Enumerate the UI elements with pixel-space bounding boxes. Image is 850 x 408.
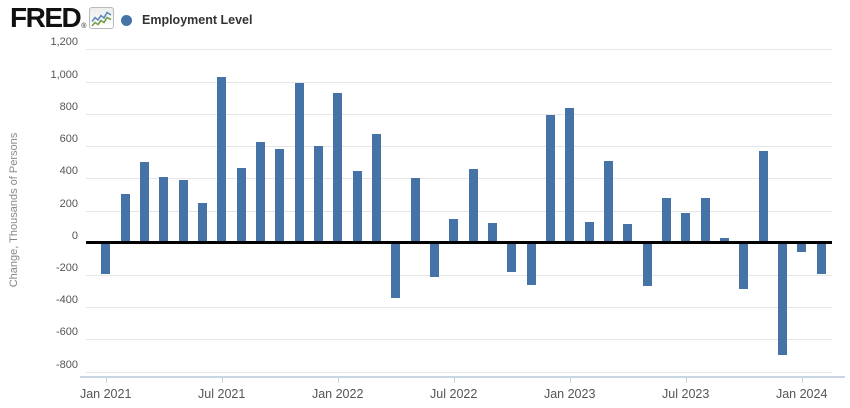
fred-logo[interactable]: FRED ® — [10, 2, 115, 33]
x-tick — [337, 378, 339, 383]
gridline — [86, 371, 832, 373]
gridline — [86, 113, 832, 115]
gridline — [86, 210, 832, 212]
gridline — [86, 49, 832, 51]
y-tick-label: 1,200 — [50, 36, 78, 49]
x-axis-line — [80, 376, 845, 378]
y-tick-label: 600 — [59, 133, 78, 145]
bar-jul-2021[interactable] — [217, 76, 227, 243]
bar-may-2021[interactable] — [178, 179, 188, 243]
zero-line — [86, 241, 832, 245]
bar-mar-2023[interactable] — [603, 161, 613, 243]
x-tick — [569, 378, 571, 383]
x-tick — [105, 378, 107, 383]
bar-oct-2023[interactable] — [739, 242, 749, 290]
bar-sep-2021[interactable] — [255, 142, 265, 243]
registered-trademark-icon: ® — [81, 23, 87, 30]
bar-feb-2021[interactable] — [120, 194, 130, 243]
x-tick — [801, 378, 803, 383]
gridline — [86, 339, 832, 341]
x-tick — [685, 378, 687, 383]
bar-jan-2023[interactable] — [565, 108, 575, 243]
x-tick-label: Jul 2021 — [198, 387, 246, 401]
bar-jun-2021[interactable] — [197, 203, 207, 243]
bar-jan-2024[interactable] — [797, 242, 807, 252]
x-tick-label: Jan 2024 — [775, 387, 828, 401]
x-tick — [221, 378, 223, 383]
plot-area — [86, 44, 832, 377]
legend-item-employment-level[interactable]: Employment Level — [121, 13, 252, 27]
y-tick-label: 400 — [59, 165, 78, 178]
x-tick-label: Jul 2023 — [662, 387, 710, 401]
y-tick-label: -400 — [55, 294, 78, 307]
bar-jun-2023[interactable] — [661, 197, 671, 243]
bar-nov-2021[interactable] — [294, 83, 304, 243]
bar-may-2022[interactable] — [410, 177, 420, 243]
bar-aug-2022[interactable] — [468, 169, 478, 243]
bar-dec-2023[interactable] — [777, 242, 787, 356]
bar-dec-2021[interactable] — [313, 146, 323, 243]
gridline — [86, 146, 832, 147]
bar-jul-2022[interactable] — [449, 218, 459, 243]
bar-sep-2023[interactable] — [719, 237, 729, 243]
bar-mar-2021[interactable] — [139, 162, 149, 243]
gridline — [86, 81, 832, 83]
bar-feb-2022[interactable] — [352, 171, 362, 243]
y-tick-label: -600 — [55, 326, 78, 339]
bar-apr-2021[interactable] — [159, 176, 169, 243]
fred-sparkline-icon — [89, 7, 115, 29]
bar-apr-2023[interactable] — [623, 224, 633, 243]
y-tick-label: 800 — [59, 100, 78, 113]
legend-marker-icon — [121, 14, 132, 26]
bar-mar-2022[interactable] — [371, 134, 381, 243]
legend-label: Employment Level — [142, 13, 253, 27]
y-tick-label: -200 — [55, 261, 78, 274]
x-tick-label: Jan 2022 — [311, 387, 364, 401]
bar-nov-2022[interactable] — [526, 242, 536, 286]
y-tick-label: 1,000 — [50, 68, 78, 81]
y-tick-label: -800 — [55, 358, 78, 371]
x-tick — [453, 378, 455, 383]
gridline — [86, 274, 832, 276]
bar-jul-2023[interactable] — [681, 212, 691, 243]
bar-aug-2023[interactable] — [700, 198, 710, 243]
x-tick-label: Jan 2021 — [79, 387, 132, 401]
bar-apr-2022[interactable] — [391, 242, 401, 299]
x-tick-label: Jan 2023 — [543, 387, 596, 401]
bar-oct-2022[interactable] — [507, 242, 517, 272]
bar-jun-2022[interactable] — [429, 242, 439, 278]
bar-feb-2024[interactable] — [816, 242, 826, 275]
bar-jan-2022[interactable] — [333, 92, 343, 243]
bar-may-2023[interactable] — [642, 242, 652, 287]
fred-logo-text: FRED — [10, 2, 82, 33]
bar-sep-2022[interactable] — [487, 223, 497, 243]
bar-aug-2021[interactable] — [236, 167, 246, 243]
y-tick-label: 200 — [59, 197, 78, 210]
bar-oct-2021[interactable] — [275, 148, 285, 243]
header: FRED ® Employment Level — [0, 0, 850, 38]
y-tick-label: 0 — [71, 229, 78, 242]
bar-jan-2021[interactable] — [101, 242, 111, 275]
gridline — [86, 307, 832, 309]
bar-feb-2023[interactable] — [584, 221, 594, 243]
x-tick-label: Jul 2022 — [430, 387, 478, 401]
bar-nov-2023[interactable] — [758, 150, 768, 243]
bar-dec-2022[interactable] — [545, 114, 555, 243]
gridline — [86, 178, 832, 180]
